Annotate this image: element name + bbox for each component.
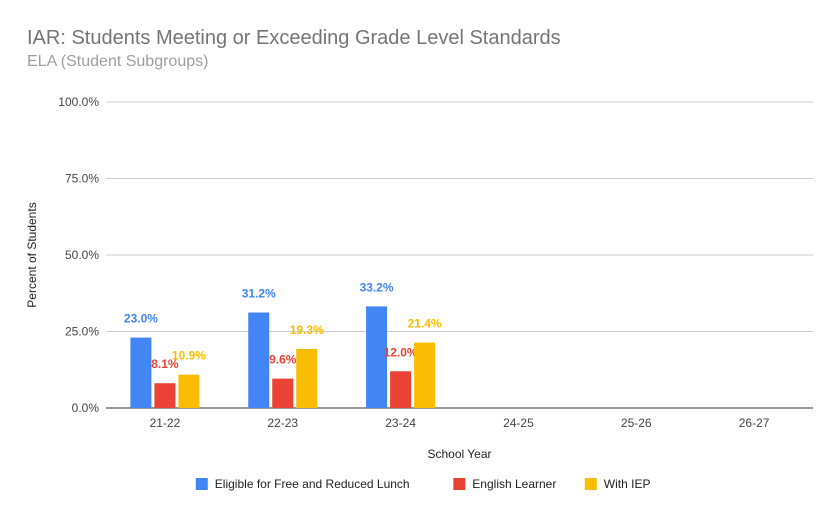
chart-subtitle: ELA (Student Subgroups) bbox=[27, 53, 209, 70]
bar bbox=[272, 378, 294, 408]
bar bbox=[366, 306, 388, 408]
y-tick-label: 0.0% bbox=[72, 401, 100, 415]
chart-title: IAR: Students Meeting or Exceeding Grade… bbox=[27, 27, 561, 49]
legend-entry: With IEP bbox=[604, 477, 651, 491]
y-tick-label: 50.0% bbox=[65, 248, 99, 262]
x-tick-label: 24-25 bbox=[503, 416, 534, 430]
bar bbox=[154, 383, 176, 408]
bar bbox=[414, 342, 436, 408]
bar bbox=[248, 312, 270, 408]
x-tick-label: 23-24 bbox=[385, 416, 416, 430]
legend-swatch bbox=[584, 478, 597, 490]
x-tick-label: 26-27 bbox=[739, 416, 770, 430]
x-tick-label: 22-23 bbox=[267, 416, 298, 430]
data-label: 21.4% bbox=[408, 317, 442, 331]
data-label: 9.6% bbox=[269, 353, 297, 367]
data-label: 19.3% bbox=[290, 323, 324, 337]
bar bbox=[296, 348, 318, 408]
y-tick-label: 25.0% bbox=[65, 325, 99, 339]
data-label: 8.1% bbox=[151, 357, 179, 371]
data-label: 31.2% bbox=[242, 287, 276, 301]
y-tick-label: 100.0% bbox=[58, 95, 99, 109]
bar bbox=[178, 374, 200, 408]
legend-entry: English Learner bbox=[472, 477, 556, 491]
x-tick-label: 21-22 bbox=[150, 416, 181, 430]
bar bbox=[390, 371, 412, 408]
data-label: 33.2% bbox=[360, 280, 394, 294]
legend-swatch bbox=[453, 478, 466, 490]
x-tick-label: 25-26 bbox=[621, 416, 652, 430]
data-label: 10.9% bbox=[172, 349, 206, 363]
x-axis-title: School Year bbox=[427, 447, 491, 461]
legend-entry: Eligible for Free and Reduced Lunch bbox=[215, 477, 410, 491]
data-label: 12.0% bbox=[384, 345, 418, 359]
bar bbox=[130, 337, 152, 408]
legend-swatch bbox=[195, 478, 208, 490]
data-label: 23.0% bbox=[124, 312, 158, 326]
y-axis-title: Percent of Students bbox=[25, 202, 39, 307]
y-tick-label: 75.0% bbox=[65, 172, 99, 186]
